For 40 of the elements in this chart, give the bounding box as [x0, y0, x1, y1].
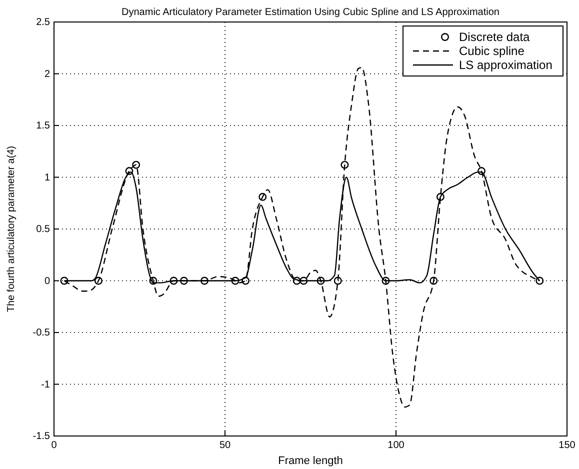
point: [316, 276, 325, 285]
point: [340, 160, 349, 169]
y-tick-label: 0: [44, 276, 50, 287]
point: [430, 276, 438, 285]
point: [258, 192, 267, 201]
point: [478, 167, 486, 176]
point: [125, 167, 134, 176]
point: [180, 276, 188, 285]
y-tick-label: 1: [44, 172, 50, 184]
point: [242, 276, 250, 285]
point: [132, 160, 140, 169]
point: [200, 276, 208, 285]
point: [292, 276, 301, 285]
y-tick-label: 0.5: [36, 224, 50, 236]
y-tick-label: 2.5: [36, 17, 50, 28]
x-tick-label: 0: [51, 440, 58, 452]
y-tick-label: 2: [44, 68, 50, 80]
x-tick-label: 50: [219, 440, 231, 452]
y-axis-title: The fourth articulatory parameter a(4): [6, 146, 17, 312]
legend-label: LS approximation: [459, 58, 552, 72]
x-axis-title: Frame length: [278, 455, 343, 467]
x-tick-label: 150: [558, 440, 576, 452]
point: [94, 276, 102, 285]
y-tick-label: 1.5: [36, 120, 50, 132]
point: [536, 276, 544, 285]
chart-title: Dynamic Articulatory Parameter Estimation Using Cubic Spline and LS Approximation: [122, 7, 500, 18]
y-tick-label: -1: [41, 379, 50, 390]
point: [382, 276, 390, 285]
x-tick-label: 100: [388, 440, 405, 452]
point: [170, 276, 178, 285]
point: [334, 276, 342, 285]
point: [149, 276, 158, 285]
y-tick-label: -1.5: [32, 431, 50, 442]
y-tick-label: -0.5: [32, 328, 50, 339]
point: [60, 276, 68, 285]
legend-label: Cubic spline: [459, 44, 525, 58]
point: [436, 192, 444, 201]
legend-label: Discrete data: [459, 30, 530, 44]
point: [300, 276, 308, 285]
point: [231, 276, 240, 285]
